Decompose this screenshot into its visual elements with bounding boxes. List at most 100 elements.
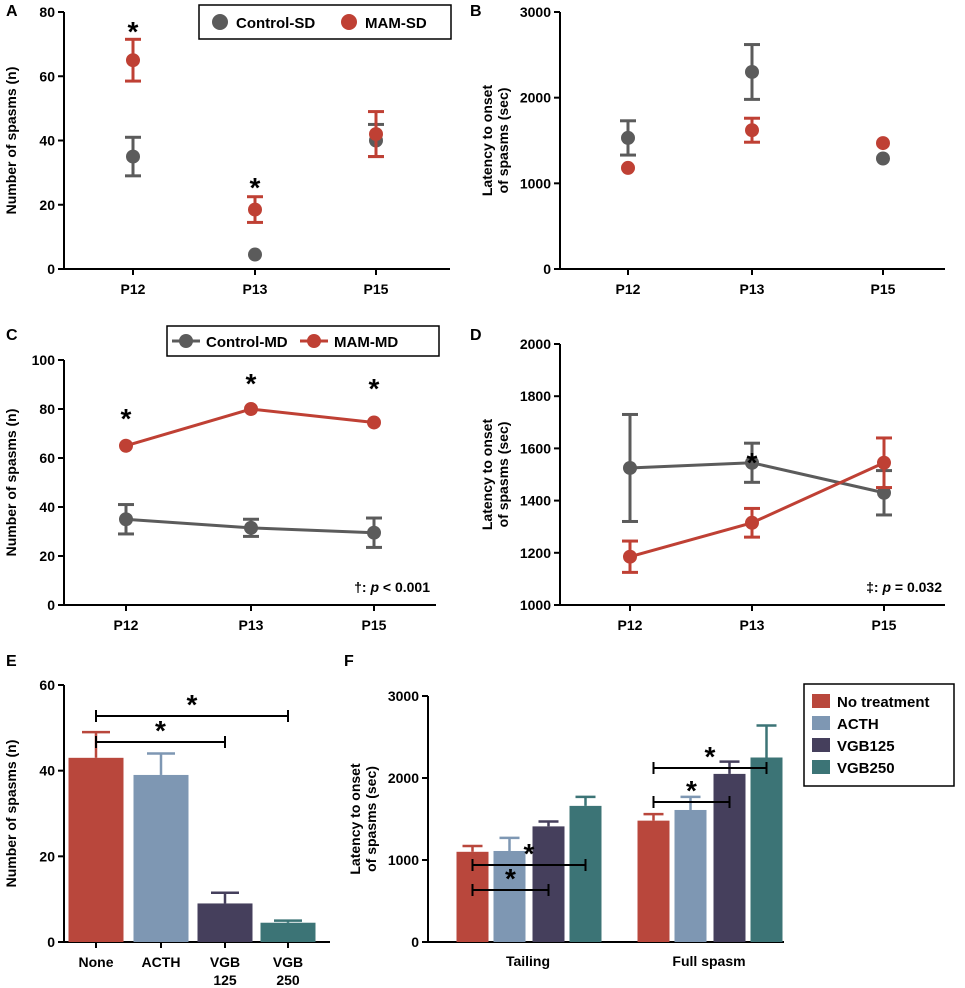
data-point <box>745 515 759 530</box>
data-point <box>623 460 637 475</box>
y-tick-label: 1000 <box>520 597 551 613</box>
data-point <box>119 512 133 527</box>
bar <box>750 757 783 942</box>
y-tick-label: 20 <box>39 197 55 213</box>
p-value-note: †: p < 0.001 <box>354 579 430 595</box>
y-axis-label: Latency to onset <box>479 419 495 531</box>
legend-swatch <box>812 716 830 730</box>
data-point <box>745 455 759 470</box>
y-axis-label: Latency to onset <box>479 85 495 197</box>
significance-star: * <box>246 368 257 399</box>
x-tick-label: P12 <box>121 281 146 297</box>
y-tick-label: 0 <box>47 261 55 277</box>
y-tick-label: 1000 <box>388 852 419 868</box>
bar <box>569 805 602 942</box>
y-axis-label: Latency to onset <box>347 763 363 875</box>
y-axis-label: Number of spasms (n) <box>3 740 19 888</box>
legend-label: VGB125 <box>837 738 895 755</box>
panel-letter: D <box>470 327 482 344</box>
data-point <box>877 485 891 500</box>
x-tick-label: P12 <box>618 617 643 633</box>
bar <box>68 757 124 942</box>
significance-star: * <box>128 16 139 47</box>
chart-panel-c: 0 20 40 60 80 100 C Number of spasms (n) P12 P13 P… <box>3 325 440 633</box>
y-tick-label: 2000 <box>520 336 551 352</box>
y-tick-label: 0 <box>411 934 419 950</box>
x-tick-label: None <box>79 954 114 970</box>
x-tick-label: P15 <box>871 281 896 297</box>
y-tick-label: 20 <box>39 548 55 564</box>
data-point <box>369 127 383 142</box>
y-tick-label: 60 <box>39 677 55 693</box>
y-tick-label: 60 <box>39 450 55 466</box>
y-tick-label: 40 <box>39 763 55 779</box>
x-tick-label: P13 <box>239 617 264 633</box>
significance-star: * <box>250 172 261 203</box>
bar <box>197 903 253 942</box>
y-tick-label: 1800 <box>520 388 551 404</box>
legend-label: Control-SD <box>236 15 315 32</box>
data-point <box>745 123 759 138</box>
chart-panel-d: 1000 1200 1400 1600 1800 2000 D Latency to onse… <box>470 327 945 633</box>
significance-star: * <box>686 775 697 806</box>
data-point <box>248 202 262 217</box>
chart-panel-b: 0 1000 2000 3000 B Latency to onset of spasms … <box>470 3 945 297</box>
x-tick-label: P15 <box>364 281 389 297</box>
x-tick-label: ACTH <box>142 954 181 970</box>
y-tick-label: 3000 <box>388 688 419 704</box>
legend-box <box>198 4 452 40</box>
y-axis-label: of spasms (sec) <box>495 88 511 194</box>
y-tick-label: 1000 <box>520 175 551 191</box>
x-tick-label: VGB <box>273 954 303 970</box>
y-tick-label: 1200 <box>520 545 551 561</box>
legend-marker <box>307 334 321 348</box>
chart-panel-f: 0 1000 2000 3000 F Latency to onset of spasms … <box>344 653 955 969</box>
legend: Control-SD MAM-SD <box>198 4 452 40</box>
y-tick-label: 2000 <box>388 770 419 786</box>
legend-marker <box>341 14 357 30</box>
bar <box>133 774 189 942</box>
significance-star: * <box>747 447 758 478</box>
x-tick-label: 125 <box>213 972 237 988</box>
y-tick-label: 20 <box>39 848 55 864</box>
data-point <box>623 549 637 564</box>
panel-letter: C <box>6 327 18 344</box>
legend: Control-MD MAM-MD <box>166 325 440 357</box>
y-tick-label: 0 <box>47 934 55 950</box>
data-point <box>126 53 140 68</box>
data-point <box>876 136 890 151</box>
significance-star: * <box>524 838 535 869</box>
significance-star: * <box>187 689 198 720</box>
x-tick-label: P13 <box>740 281 765 297</box>
y-tick-label: 2000 <box>520 90 551 106</box>
data-point <box>126 149 140 164</box>
x-tick-label: VGB <box>210 954 240 970</box>
legend-swatch <box>812 738 830 752</box>
panel-letter: B <box>470 3 482 20</box>
bar <box>674 809 707 942</box>
x-tick-label: Full spasm <box>672 953 745 969</box>
y-tick-label: 1400 <box>520 493 551 509</box>
data-point <box>244 520 258 535</box>
y-axis-label: Number of spasms (n) <box>3 409 19 557</box>
bar <box>493 850 526 942</box>
data-point <box>367 415 381 430</box>
x-tick-label: P13 <box>243 281 268 297</box>
legend-swatch <box>812 694 830 708</box>
data-point <box>119 438 133 453</box>
p-value-note: ‡: p = 0.032 <box>866 579 942 595</box>
panel-letter: A <box>6 3 18 20</box>
y-tick-label: 1600 <box>520 440 551 456</box>
legend-label: MAM-SD <box>365 15 427 32</box>
bar <box>637 820 670 942</box>
data-point <box>877 455 891 470</box>
bar <box>260 922 316 942</box>
y-tick-label: 40 <box>39 499 55 515</box>
x-tick-label: P12 <box>114 617 139 633</box>
data-point <box>244 402 258 416</box>
legend-marker <box>212 14 228 30</box>
data-point <box>367 525 381 540</box>
legend-label: MAM-MD <box>334 334 398 351</box>
x-tick-label: Tailing <box>506 953 550 969</box>
